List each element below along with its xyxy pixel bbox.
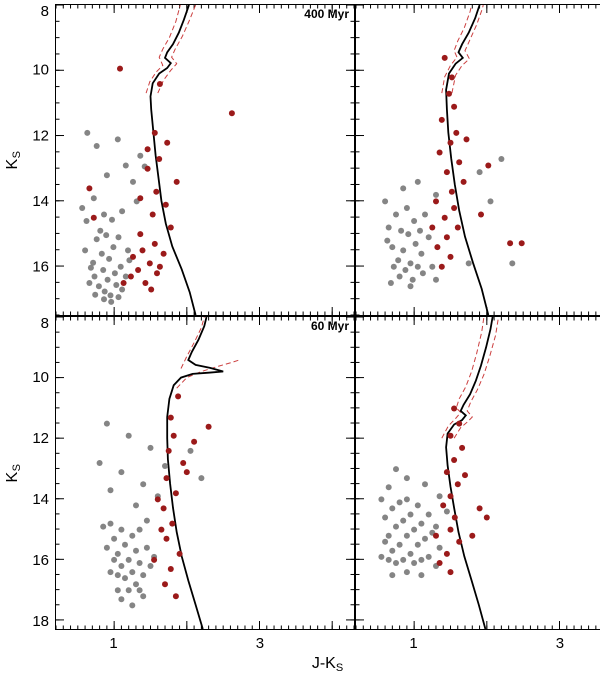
cmd-panel-600myr: 600 Myr [355, 316, 600, 630]
age-label: 400 Myr [304, 7, 349, 21]
svg-text:10: 10 [32, 369, 49, 386]
svg-text:12: 12 [32, 430, 49, 447]
y-axis-label-subscript: S [11, 463, 23, 472]
cmd-scatter-plot [356, 5, 597, 315]
svg-text:14: 14 [32, 491, 49, 508]
y-axis-tick-labels-row1: 8 10 12 14 16 [32, 4, 49, 276]
cmd-scatter-plot [56, 317, 354, 629]
svg-text:16: 16 [32, 552, 49, 569]
svg-text:16: 16 [32, 259, 49, 276]
svg-text:1: 1 [109, 635, 117, 652]
svg-text:8: 8 [41, 4, 49, 20]
svg-text:8: 8 [41, 316, 49, 332]
y-axis-tick-labels-row2: 8 10 12 14 16 18 [32, 316, 49, 630]
x-axis-label: J-KS [55, 655, 600, 674]
cmd-panel-60myr: 60 Myr [55, 316, 355, 630]
x-axis-label-text: J-K [311, 655, 336, 672]
y-axis-strip-row2: 8 10 12 14 16 18 KS [0, 316, 55, 630]
y-axis-label-text: K [4, 471, 21, 483]
svg-text:3: 3 [556, 635, 564, 652]
cmd-panel-200myr-top: 200 Myr [355, 4, 600, 316]
cmd-panel-400myr: 400 Myr [55, 4, 355, 316]
x-axis-label-subscript: S [335, 662, 344, 674]
svg-text:1: 1 [409, 635, 417, 652]
cmd-scatter-plot [56, 5, 354, 315]
y-axis-label-row2: KS [4, 463, 23, 483]
y-axis-label-row1: KS [4, 150, 23, 170]
svg-text:14: 14 [32, 193, 49, 210]
svg-text:10: 10 [32, 62, 49, 79]
svg-text:12: 12 [32, 127, 49, 144]
svg-text:3: 3 [256, 635, 264, 652]
age-label: 60 Myr [310, 319, 349, 333]
axis-corner-spacer [0, 630, 55, 676]
y-axis-label-text: K [4, 158, 21, 170]
y-axis-label-subscript: S [11, 150, 23, 159]
cmd-scatter-plot [356, 317, 597, 629]
svg-text:18: 18 [32, 613, 49, 630]
y-axis-strip-row1: 8 10 12 14 16 KS [0, 4, 55, 316]
